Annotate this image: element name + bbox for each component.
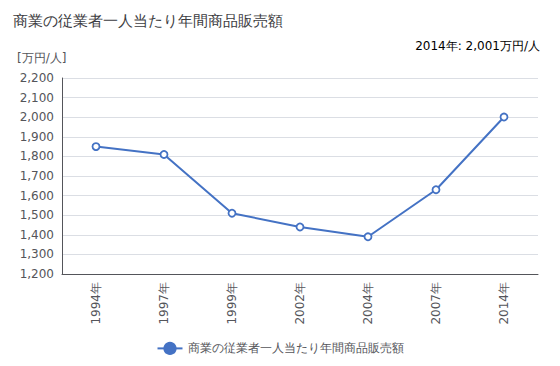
svg-text:1994年: 1994年 [89,282,103,325]
svg-text:1,300: 1,300 [20,247,54,261]
svg-text:1997年: 1997年 [157,282,171,325]
svg-text:商業の従業者一人当たり年間商品販売額: 商業の従業者一人当たり年間商品販売額 [13,12,283,30]
svg-text:2,000: 2,000 [20,110,54,124]
svg-text:1,800: 1,800 [20,149,54,163]
svg-text:2002年: 2002年 [293,282,307,325]
svg-text:1,900: 1,900 [20,130,54,144]
svg-text:2007年: 2007年 [429,282,443,325]
svg-text:2,200: 2,200 [20,71,54,85]
svg-text:2014年: 2,001万円/人: 2014年: 2,001万円/人 [415,39,540,53]
svg-text:2014年: 2014年 [497,282,511,325]
svg-text:1,400: 1,400 [20,228,54,242]
svg-text:2,100: 2,100 [20,91,54,105]
svg-text:2004年: 2004年 [361,282,375,325]
svg-text:1,700: 1,700 [20,169,54,183]
svg-text:1,200: 1,200 [20,267,54,281]
svg-text:商業の従業者一人当たり年間商品販売額: 商業の従業者一人当たり年間商品販売額 [188,341,404,355]
svg-text:[万円/人]: [万円/人] [17,51,66,65]
svg-text:1,500: 1,500 [20,208,54,222]
svg-text:1,600: 1,600 [20,189,54,203]
svg-text:1999年: 1999年 [225,282,239,325]
